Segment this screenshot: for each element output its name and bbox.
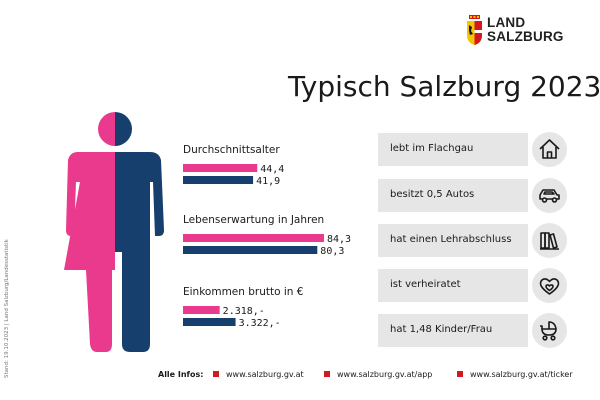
fact-flachgau: lebt im Flachgau [378,132,573,167]
fact-box [378,133,528,166]
bar-1-female [183,164,258,172]
logo-text: LAND SALZBURG [487,16,564,44]
footer-link-text: www.salzburg.gv.at [226,370,304,379]
gender-figure-illustration [64,112,164,352]
female-half-head [98,112,115,146]
footer-label: Alle Infos: [158,370,204,379]
fact-box [378,314,528,347]
date-source-note: Stand: 19.10.2023 | Land Salzburg/Landes… [4,239,10,378]
fact-icon-circle [532,178,567,213]
fact-box [378,224,528,257]
footer-link-text: www.salzburg.gv.at/app [337,370,433,379]
footer-link-text: www.salzburg.gv.at/ticker [470,370,573,379]
bar-3-female-label: 2.318,- [223,306,265,317]
house-icon [539,139,560,159]
coat-of-arms-icon [467,15,482,45]
car-icon [539,189,560,203]
page-title: Typisch Salzburg 2023 [288,70,600,103]
footer: Alle Infos: www.salzburg.gv.at www.salzb… [0,366,600,384]
fact-box [378,269,528,302]
footer-link-ticker[interactable]: www.salzburg.gv.at/ticker [457,370,573,379]
bar-1-male [183,176,254,184]
logo-line-1: LAND [487,15,526,30]
bar-3-male-label: 3.322,- [239,318,281,329]
fact-verheiratet: ist verheiratet [378,268,573,303]
land-salzburg-logo[interactable]: LAND SALZBURG [466,14,576,50]
bar-1-male-label: 41,9 [256,176,280,187]
stats-bar-chart: Durchschnittsalter Lebenserwartung in Ja… [183,136,358,341]
chart-2-title: Lebenserwartung in Jahren [183,214,325,226]
bar-3-male [183,318,236,326]
footer-link-website[interactable]: www.salzburg.gv.at [213,370,304,379]
bar-2-male-label: 80,3 [320,246,344,257]
bullet-square [457,371,463,377]
fact-text: hat 1,48 Kinder/Frau [390,324,493,335]
chart-3-title: Einkommen brutto in € [183,286,304,298]
bullet-square [213,371,219,377]
bar-1-female-label: 44,4 [260,164,284,175]
fact-lehrabschluss: hat einen Lehrabschluss [378,223,573,258]
books-icon [540,232,559,250]
fact-icon-circle [532,132,567,167]
footer-link-app[interactable]: www.salzburg.gv.at/app [324,370,432,379]
fact-box [378,179,528,212]
female-half-body [64,152,115,352]
fact-text: besitzt 0,5 Autos [390,189,475,200]
fact-autos: besitzt 0,5 Autos [378,178,573,213]
bar-2-female-label: 84,3 [327,234,351,245]
male-half-body [115,152,164,352]
fact-icon-circle [532,268,567,303]
bar-2-female [183,234,324,242]
fact-kinder: hat 1,48 Kinder/Frau [378,313,573,348]
bar-2-male [183,246,318,254]
bars-svg: 44,441,9 84,380,3 2.318,-3.322,- [183,164,351,329]
stroller-icon [540,321,557,341]
fact-text: ist verheiratet [390,279,461,290]
male-half-head [115,112,132,146]
chart-1-title: Durchschnittsalter [183,144,280,156]
fact-icon-circle [532,223,567,258]
fact-text: lebt im Flachgau [390,143,474,154]
bar-3-female [183,306,220,314]
hearts-icon [539,278,560,295]
bullet-square [324,371,330,377]
fact-text: hat einen Lehrabschluss [390,234,512,245]
logo-line-2: SALZBURG [487,29,564,44]
fact-icon-circle [532,313,567,348]
